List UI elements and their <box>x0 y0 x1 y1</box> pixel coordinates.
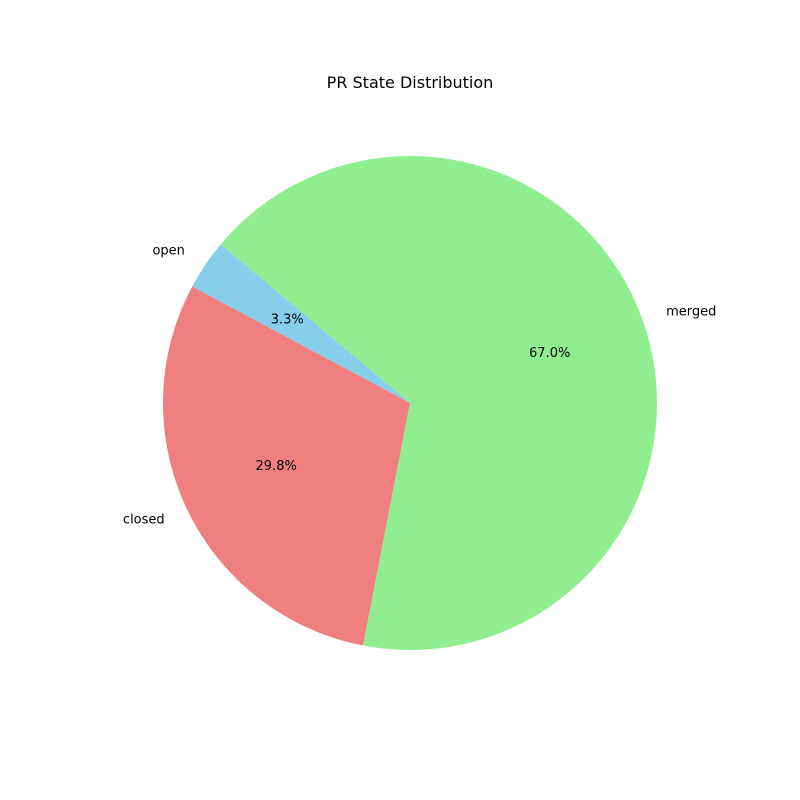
pie-slice-open <box>192 244 410 403</box>
slice-pct-merged: 67.0% <box>529 346 570 361</box>
slice-label-merged: merged <box>666 305 716 320</box>
pie-labels: open 3.3% closed 29.8% merged 67.0% <box>123 243 716 527</box>
pie-slices <box>163 156 657 651</box>
slice-pct-open: 3.3% <box>271 312 304 327</box>
chart-title: PR State Distribution <box>327 73 494 92</box>
slice-label-open: open <box>152 243 184 258</box>
pie-slice-closed <box>163 286 410 646</box>
slice-pct-closed: 29.8% <box>256 459 297 474</box>
pie-slice-merged <box>220 156 657 651</box>
slice-label-closed: closed <box>123 512 165 527</box>
